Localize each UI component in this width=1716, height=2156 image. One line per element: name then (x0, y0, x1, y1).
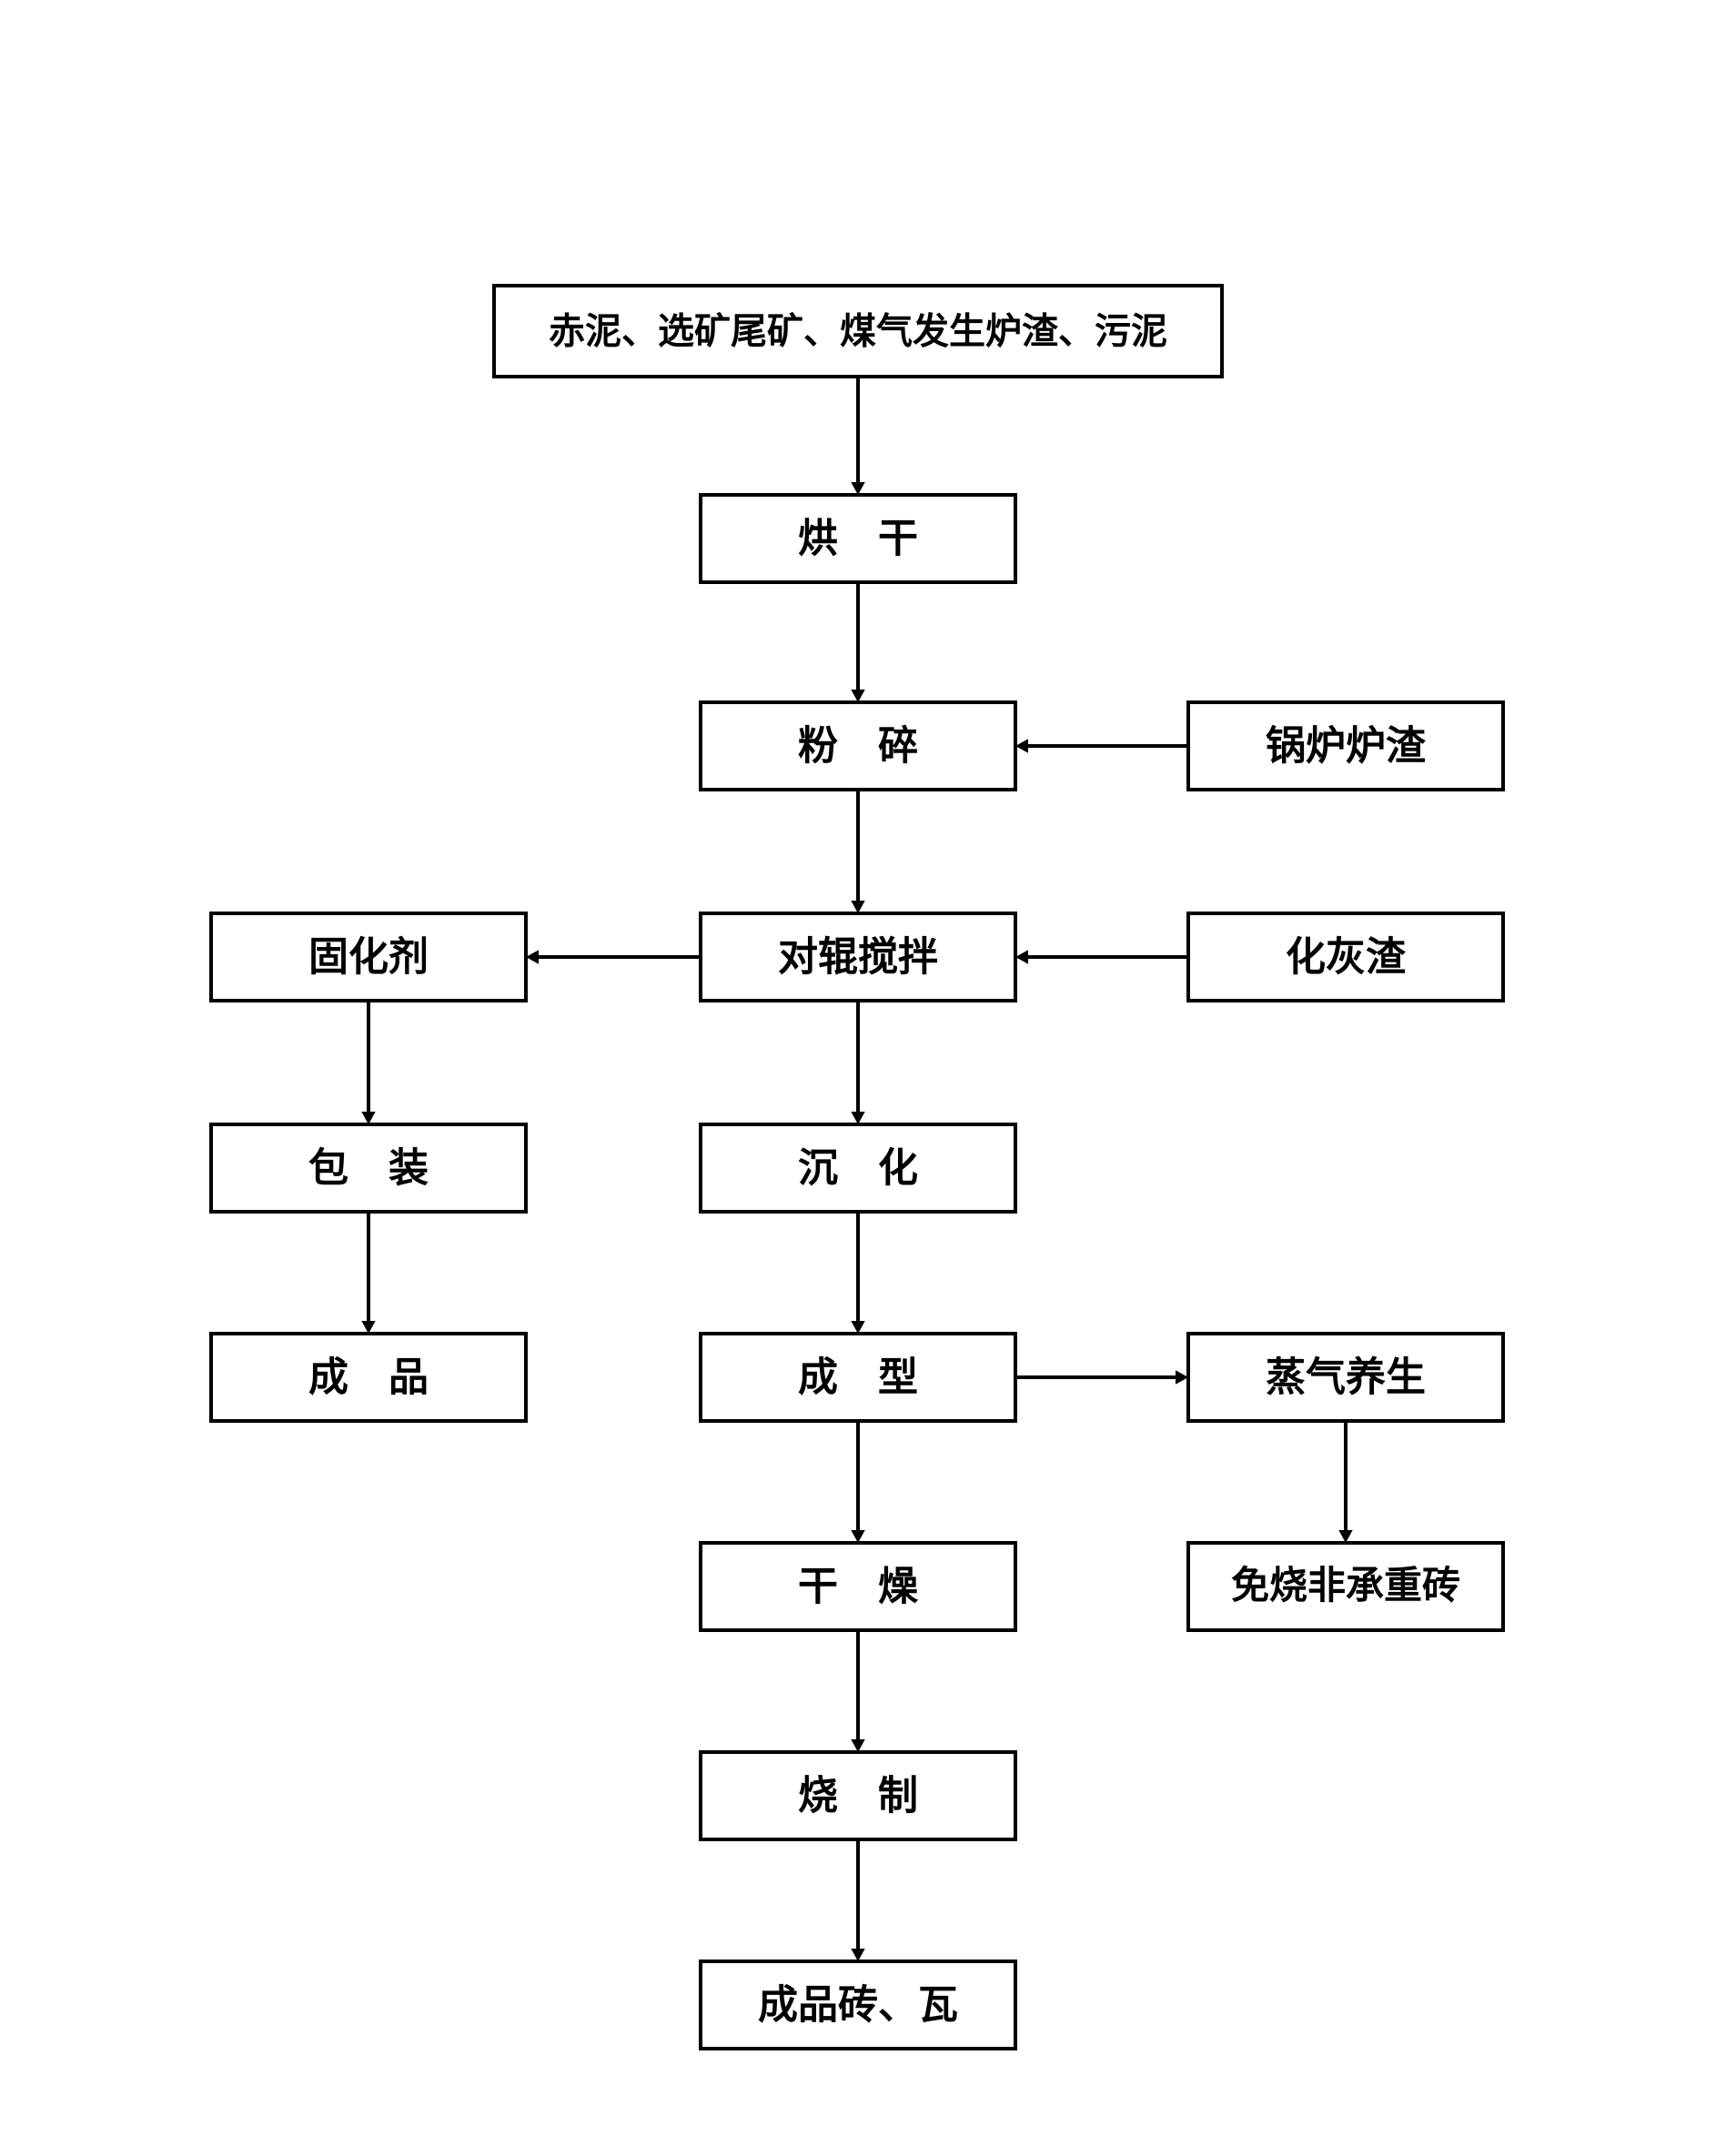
node-molding: 成 型 (701, 1334, 1015, 1421)
node-label-fire: 烧 制 (798, 1774, 918, 1818)
edge-curing-pack (361, 1001, 375, 1124)
edge-steam-nonfire (1338, 1421, 1352, 1543)
edge-pack-product1 (361, 1212, 375, 1334)
node-label-digest: 沉 化 (798, 1146, 918, 1191)
edge-dry2-fire (851, 1630, 864, 1752)
node-boilerslag: 锅炉炉渣 (1188, 702, 1503, 790)
node-label-curing: 固化剂 (308, 935, 429, 980)
edge-top-drying (851, 377, 864, 495)
node-curing: 固化剂 (211, 913, 526, 1001)
node-dry2: 干 燥 (701, 1543, 1015, 1630)
node-nonfire: 免烧非承重砖 (1188, 1543, 1503, 1630)
node-label-product1: 成 品 (308, 1355, 429, 1400)
edge-molding-dry2 (851, 1421, 864, 1543)
edge-boilerslag-crush (1015, 739, 1188, 752)
edge-ashslag-rollmix (1015, 950, 1188, 963)
edge-drying-crush (851, 582, 864, 702)
node-label-pack: 包 装 (308, 1146, 429, 1191)
edge-molding-steam (1015, 1370, 1188, 1384)
node-label-boilerslag: 锅炉炉渣 (1266, 724, 1427, 769)
node-label-dry2: 干 燥 (798, 1565, 919, 1609)
node-product1: 成 品 (211, 1334, 526, 1421)
node-fire: 烧 制 (701, 1752, 1015, 1839)
node-top: 赤泥、选矿尾矿、煤气发生炉渣、污泥 (494, 286, 1222, 377)
node-pack: 包 装 (211, 1124, 526, 1212)
node-steam: 蒸气养生 (1188, 1334, 1503, 1421)
node-digest: 沉 化 (701, 1124, 1015, 1212)
edge-rollmix-digest (851, 1001, 864, 1124)
node-label-nonfire: 免烧非承重砖 (1231, 1565, 1460, 1607)
node-label-top: 赤泥、选矿尾矿、煤气发生炉渣、污泥 (549, 311, 1167, 352)
node-drying: 烘 干 (701, 495, 1015, 582)
node-label-rollmix: 对辊搅拌 (778, 935, 938, 980)
node-label-final: 成品砖、瓦 (758, 1983, 958, 2028)
node-label-drying: 烘 干 (798, 517, 918, 561)
node-label-crush: 粉 碎 (798, 724, 918, 769)
edge-fire-final (851, 1839, 864, 1961)
edge-digest-molding (851, 1212, 864, 1334)
node-label-molding: 成 型 (798, 1355, 918, 1400)
node-ashslag: 化灰渣 (1188, 913, 1503, 1001)
edge-rollmix-curing (526, 950, 701, 963)
node-label-ashslag: 化灰渣 (1286, 935, 1407, 980)
edge-crush-rollmix (851, 790, 864, 913)
flowchart: 赤泥、选矿尾矿、煤气发生炉渣、污泥烘 干粉 碎 锅炉炉渣对辊搅拌 固化剂 化灰渣包 装… (0, 0, 1716, 2156)
node-crush: 粉 碎 (701, 702, 1015, 790)
node-label-steam: 蒸气养生 (1266, 1355, 1426, 1400)
node-final: 成品砖、瓦 (701, 1961, 1015, 2049)
node-rollmix: 对辊搅拌 (701, 913, 1015, 1001)
